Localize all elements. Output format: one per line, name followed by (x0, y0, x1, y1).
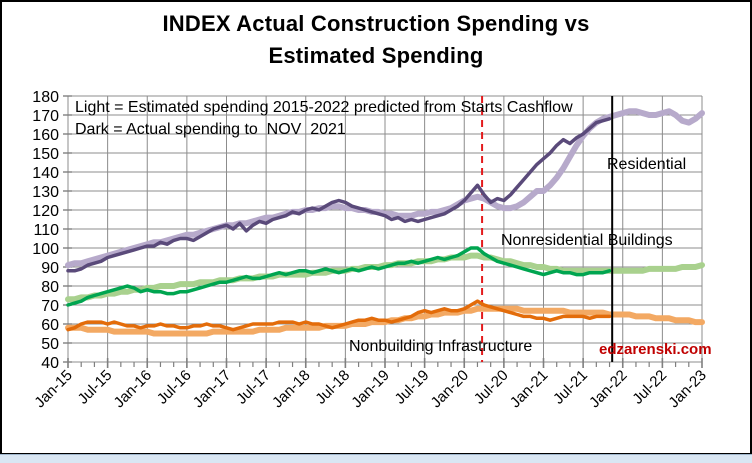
x-axis-label: Jan-15 (31, 367, 75, 411)
y-axis-label: 70 (41, 298, 59, 315)
series-label-residential: Residential (607, 156, 687, 173)
x-axis-label: Jan-17 (190, 367, 234, 411)
x-axis-label: Jul-17 (233, 367, 274, 408)
series-label-nonresidential-buildings: Nonresidential Buildings (501, 232, 673, 249)
chart-title: INDEX Actual Construction Spending vs Es… (0, 8, 752, 72)
x-axis-label: Jan-19 (348, 367, 392, 411)
series-line-nonresidential-buildings-actual (66, 246, 612, 307)
x-axis-label: Jan-22 (586, 367, 630, 411)
x-axis-label: Jul-16 (154, 367, 195, 408)
y-axis-label: 120 (32, 203, 59, 220)
chart-title-line-2: Estimated Spending (268, 43, 484, 68)
y-axis-label: 40 (41, 355, 59, 372)
x-axis-label: Jan-23 (665, 367, 709, 411)
y-axis-label: 80 (41, 279, 59, 296)
window-edge-strip (0, 454, 752, 463)
y-axis-label: 130 (32, 184, 59, 201)
y-axis-label: 170 (32, 108, 59, 125)
watermark-edzarenski: edzarenski.com (599, 341, 712, 358)
series-label-nonbuilding-infrastructure: Nonbuilding Infrastructure (349, 338, 533, 355)
legend-note-dark: Dark = Actual spending to NOV 2021 (75, 121, 346, 138)
y-axis-label: 160 (32, 127, 59, 144)
y-axis-label: 150 (32, 146, 59, 163)
x-axis-label: Jul-21 (550, 367, 591, 408)
y-axis-label: 100 (32, 241, 59, 258)
y-axis-label: 110 (33, 222, 59, 239)
series-line-residential-actual (66, 117, 612, 273)
y-axis-label: 60 (41, 317, 59, 334)
y-axis-label: 90 (41, 260, 59, 277)
legend-note-light: Light = Estimated spending 2015-2022 pre… (75, 99, 573, 116)
y-axis-label: 180 (32, 89, 59, 106)
x-axis-label: Jan-18 (269, 367, 313, 411)
x-axis-label: Jul-18 (312, 367, 353, 408)
x-axis-label: Jan-16 (111, 367, 155, 411)
y-axis-label: 140 (32, 165, 59, 182)
x-axis-label: Jul-19 (392, 367, 433, 408)
x-axis-label: Jul-20 (471, 367, 512, 408)
x-axis-label: Jan-20 (428, 367, 472, 411)
x-axis-label: Jul-22 (629, 367, 670, 408)
series-line-nonresidential-buildings-estimated (65, 252, 705, 303)
series-line-nonbuilding-infrastructure-actual (66, 299, 612, 332)
y-axis-label: 50 (41, 336, 59, 353)
x-axis-label: Jan-21 (507, 367, 551, 411)
series-line-nonbuilding-infrastructure-estimated (65, 305, 705, 337)
chart-title-line-1: INDEX Actual Construction Spending vs (162, 11, 590, 36)
x-axis-label: Jul-15 (75, 367, 116, 408)
